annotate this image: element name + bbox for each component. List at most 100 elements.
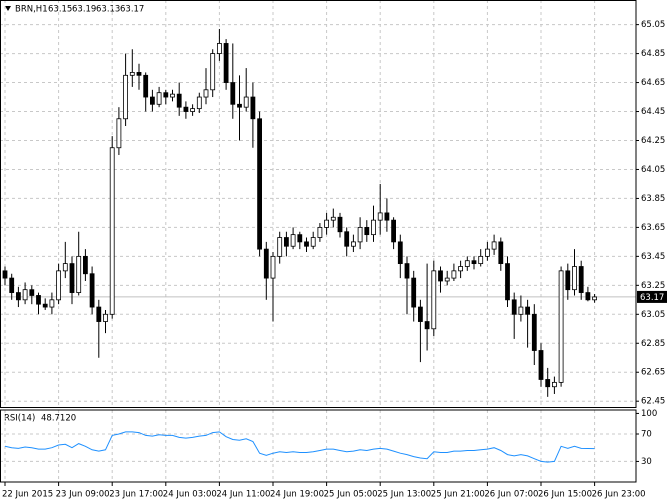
candle-body — [243, 96, 249, 108]
y-tick-label: 62.85 — [641, 339, 665, 349]
candle-body — [397, 241, 403, 265]
candle-body — [424, 321, 430, 330]
candle-body — [518, 306, 524, 315]
candle-body — [525, 306, 530, 315]
candle-body — [491, 241, 497, 250]
candle-body — [337, 216, 343, 233]
candle-body — [531, 313, 537, 351]
rsi-tick-label: 100 — [641, 409, 657, 419]
symbol-title: BRN,H1 — [15, 5, 48, 15]
candle-body — [216, 43, 222, 54]
y-tick-label: 63.25 — [641, 281, 665, 291]
candle-body — [270, 255, 276, 279]
y-tick-label: 63.05 — [641, 310, 665, 320]
candle-body — [190, 108, 196, 112]
candle-body — [538, 350, 544, 380]
rsi-name: RSI(14) — [4, 414, 35, 424]
candle-body — [317, 226, 323, 238]
candle-body — [431, 270, 437, 330]
candle-body — [578, 266, 584, 293]
candle-body — [237, 103, 242, 108]
candle-body — [89, 273, 95, 308]
x-tick-label: 24 Jun 11:00 — [216, 490, 270, 500]
candle-body — [49, 299, 55, 308]
candle-body — [250, 96, 256, 120]
candle-body — [444, 277, 450, 282]
candle-body — [478, 255, 484, 265]
candle-body — [592, 296, 597, 301]
y-tick-label: 63.85 — [641, 194, 665, 204]
candle-body — [203, 89, 209, 98]
candle-body — [344, 231, 350, 247]
current-price-label: 63.17 — [640, 293, 664, 303]
candle-body — [471, 260, 477, 265]
candle-body — [69, 263, 75, 293]
candle-body — [96, 306, 102, 322]
candle-body — [29, 289, 35, 296]
candle-body — [42, 303, 48, 308]
candle-body — [310, 237, 316, 247]
candle-body — [404, 263, 410, 279]
rsi-panel-frame — [0, 409, 637, 483]
candle-body — [371, 219, 376, 236]
rsi-tick-label: 70 — [641, 430, 652, 440]
candle-body — [511, 299, 517, 315]
candle-body — [257, 118, 263, 250]
candle-body — [411, 277, 417, 308]
header-low: 63.13 — [96, 5, 120, 15]
candle-body — [565, 270, 571, 291]
candle-body — [36, 295, 41, 305]
candle-body — [170, 93, 175, 98]
candle-body — [2, 270, 8, 279]
candle-body — [552, 381, 557, 388]
candle-body — [558, 270, 564, 383]
candle-body — [304, 241, 309, 247]
candle-body — [156, 92, 162, 105]
y-tick-label: 64.05 — [641, 165, 665, 175]
y-tick-label: 62.45 — [641, 397, 665, 407]
x-tick-label: 23 Jun 17:00 — [109, 490, 163, 500]
candle-body — [324, 219, 330, 228]
x-tick-label: 26 Jun 07:00 — [484, 490, 538, 500]
y-tick-label: 64.65 — [641, 78, 665, 88]
candle-body — [76, 255, 82, 293]
candle-body — [484, 248, 490, 257]
menu-triangle[interactable] — [5, 6, 11, 11]
candle-body — [545, 379, 551, 388]
candle-body — [458, 266, 464, 272]
candle-body — [290, 234, 296, 247]
x-tick-label: 22 Jun 2015 — [2, 490, 53, 500]
candle-body — [585, 292, 591, 301]
y-tick-label: 63.65 — [641, 223, 665, 233]
x-tick-label: 25 Jun 05:00 — [324, 490, 378, 500]
candle-body — [109, 147, 115, 315]
candle-body — [62, 263, 68, 272]
candle-body — [183, 106, 189, 112]
y-tick-label: 64.25 — [641, 136, 665, 146]
candle-body — [417, 306, 423, 322]
y-tick-label: 63.45 — [641, 252, 665, 262]
candle-body — [498, 241, 504, 265]
header-high: 63.19 — [72, 5, 96, 15]
header-open: 63.15 — [48, 5, 72, 15]
x-tick-label: 25 Jun 13:00 — [377, 490, 431, 500]
candle-body — [350, 241, 356, 247]
candle-body — [384, 212, 390, 221]
candle-body — [83, 255, 88, 275]
candle-body — [230, 82, 236, 105]
candle-body — [9, 277, 15, 293]
candle-body — [357, 226, 363, 243]
rsi-tick-label: 30 — [641, 457, 652, 467]
candle-body — [364, 226, 370, 236]
candle-body — [391, 219, 397, 243]
candle-body — [277, 237, 283, 257]
candle-body — [116, 118, 122, 149]
x-tick-label: 24 Jun 19:00 — [270, 490, 324, 500]
candle-body — [22, 289, 28, 301]
candle-body — [143, 74, 149, 98]
current-price-tag — [637, 290, 667, 303]
x-tick-label: 24 Jun 03:00 — [163, 490, 217, 500]
candle-body — [176, 93, 182, 108]
